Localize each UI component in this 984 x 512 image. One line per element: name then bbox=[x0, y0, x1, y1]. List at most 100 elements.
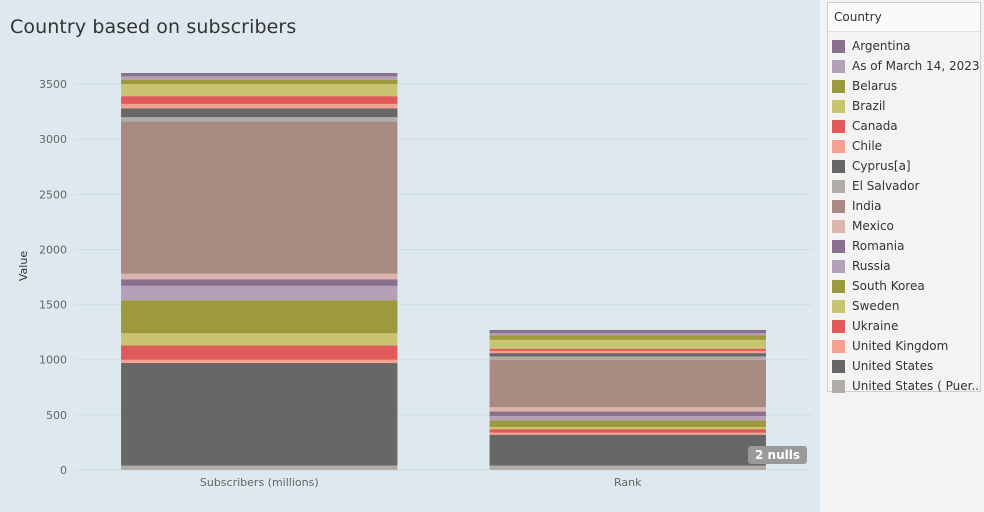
legend-label: India bbox=[852, 199, 882, 213]
bar-segment bbox=[121, 121, 398, 274]
legend-item[interactable]: Canada bbox=[828, 116, 980, 136]
legend-item[interactable]: Brazil bbox=[828, 96, 980, 116]
legend-item[interactable]: Chile bbox=[828, 136, 980, 156]
legend-swatch bbox=[832, 199, 845, 213]
bar-segment bbox=[489, 348, 766, 351]
legend-item[interactable]: El Salvador bbox=[828, 176, 980, 196]
legend-item[interactable]: Cyprus[a] bbox=[828, 156, 980, 176]
bar-segment bbox=[489, 420, 766, 427]
legend-swatch bbox=[832, 379, 845, 393]
bar-segment bbox=[121, 103, 398, 109]
legend-swatch bbox=[832, 39, 845, 53]
bar-segment bbox=[489, 333, 766, 336]
bar-segment bbox=[121, 117, 398, 122]
bar-segment bbox=[489, 411, 766, 416]
bar-segment bbox=[121, 465, 398, 470]
y-tick-label: 0 bbox=[60, 464, 67, 477]
bar-segment bbox=[489, 415, 766, 421]
legend-swatch bbox=[832, 159, 845, 173]
legend-label: Argentina bbox=[852, 39, 911, 53]
bar-segment bbox=[489, 339, 766, 349]
bar-segment bbox=[121, 363, 398, 466]
bar-segment bbox=[489, 407, 766, 412]
legend-label: United States bbox=[852, 359, 934, 373]
y-tick-label: 500 bbox=[46, 409, 67, 422]
legend-label: As of March 14, 2023.. bbox=[852, 59, 980, 73]
legend-swatch bbox=[832, 99, 845, 113]
legend-label: Brazil bbox=[852, 99, 886, 113]
legend-item[interactable]: South Korea bbox=[828, 276, 980, 296]
bar-segment bbox=[121, 96, 398, 104]
legend-swatch bbox=[832, 139, 845, 153]
legend-label: Cyprus[a] bbox=[852, 159, 911, 173]
bar-segment bbox=[121, 279, 398, 286]
legend-swatch bbox=[832, 299, 845, 313]
bar-segment bbox=[489, 353, 766, 357]
bar-segment bbox=[489, 350, 766, 354]
legend-item[interactable]: India bbox=[828, 196, 980, 216]
legend-item[interactable]: Sweden bbox=[828, 296, 980, 316]
x-tick-label: Rank bbox=[614, 476, 642, 489]
bar-segment bbox=[121, 73, 398, 77]
nulls-badge[interactable]: 2 nulls bbox=[748, 446, 807, 464]
legend-item[interactable]: Russia bbox=[828, 256, 980, 276]
y-tick-label: 3500 bbox=[39, 78, 67, 91]
bar-segment bbox=[121, 359, 398, 364]
legend-item[interactable]: Belarus bbox=[828, 76, 980, 96]
legend-label: United Kingdom bbox=[852, 339, 949, 353]
legend-swatch bbox=[832, 219, 845, 233]
legend-item[interactable]: United Kingdom bbox=[828, 336, 980, 356]
legend-item[interactable]: Romania bbox=[828, 236, 980, 256]
bar-segment bbox=[121, 333, 398, 346]
stacked-bar-chart: 0 500 1000 1500 2000 2500 3000 3500 Value Subscri… bbox=[17, 73, 812, 489]
x-tick-label: Subscribers (millions) bbox=[200, 476, 319, 489]
legend-item[interactable]: Mexico bbox=[828, 216, 980, 236]
bar-segment bbox=[121, 285, 398, 301]
y-tick-label: 2500 bbox=[39, 188, 67, 201]
legend-swatch bbox=[832, 279, 845, 293]
bar-segment bbox=[121, 79, 398, 85]
legend-item[interactable]: Argentina bbox=[828, 36, 980, 56]
legend-swatch bbox=[832, 239, 845, 253]
bar-segment bbox=[489, 434, 766, 466]
legend-swatch bbox=[832, 119, 845, 133]
bar-segment bbox=[121, 345, 398, 360]
legend-label: Chile bbox=[852, 139, 883, 153]
bar-segment bbox=[489, 429, 766, 433]
chart-title: Country based on subscribers bbox=[10, 16, 297, 38]
legend-swatch bbox=[832, 339, 845, 353]
legend-item[interactable]: As of March 14, 2023.. bbox=[828, 56, 980, 76]
bar-segment bbox=[489, 465, 766, 470]
legend-swatch bbox=[832, 59, 845, 73]
legend-label: Russia bbox=[852, 259, 891, 273]
legend-label: South Korea bbox=[852, 279, 925, 293]
legend-item[interactable]: United States bbox=[828, 356, 980, 376]
bar-segment bbox=[121, 108, 398, 118]
bar-segment bbox=[121, 273, 398, 280]
y-tick-label: 3000 bbox=[39, 133, 67, 146]
legend-swatch bbox=[832, 319, 845, 333]
y-tick-label: 2000 bbox=[39, 243, 67, 256]
legend-label: Canada bbox=[852, 119, 898, 133]
legend-label: Ukraine bbox=[852, 319, 899, 333]
bar-segment bbox=[121, 300, 398, 334]
legend-item[interactable]: United States ( Puer.. bbox=[828, 376, 980, 396]
bar-segment bbox=[489, 359, 766, 408]
legend-swatch bbox=[832, 179, 845, 193]
bar-segment bbox=[489, 329, 766, 334]
bar-segment bbox=[121, 84, 398, 97]
bar-segment bbox=[489, 335, 766, 340]
bar-segment bbox=[121, 76, 398, 80]
legend-swatch bbox=[832, 79, 845, 93]
legend-swatch bbox=[832, 359, 845, 373]
legend-label: El Salvador bbox=[852, 179, 920, 193]
y-tick-label: 1000 bbox=[39, 354, 67, 367]
chart-panel: Country based on subscribers 0 500 1000 150… bbox=[0, 0, 820, 512]
bar-segment bbox=[489, 426, 766, 430]
bar-segment bbox=[489, 432, 766, 435]
y-tick-label: 1500 bbox=[39, 299, 67, 312]
legend-label: Belarus bbox=[852, 79, 898, 93]
legend-label: Mexico bbox=[852, 219, 894, 233]
legend-item[interactable]: Ukraine bbox=[828, 316, 980, 336]
bar-segment bbox=[489, 356, 766, 360]
